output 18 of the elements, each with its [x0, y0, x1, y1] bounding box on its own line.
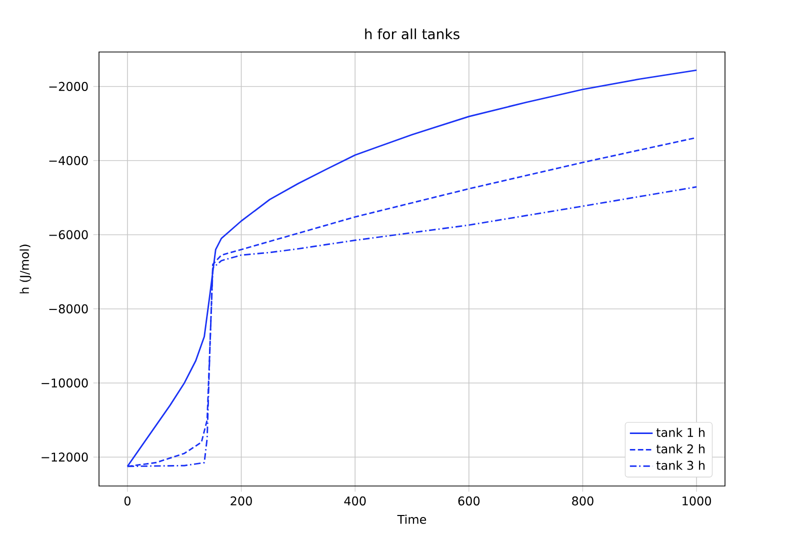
x-tick-label: 600: [458, 496, 480, 506]
y-tick-label: −8000: [49, 304, 88, 314]
legend-label: tank 3 h: [656, 460, 705, 470]
y-tick-label: −10000: [42, 378, 88, 388]
x-tick-label: 0: [124, 496, 130, 506]
y-axis-title: h (J/mol): [20, 244, 32, 294]
y-tick-label: −2000: [49, 82, 88, 92]
x-axis-title: Time: [397, 514, 426, 524]
y-tick-label: −4000: [49, 156, 88, 166]
x-tick-label: 400: [344, 496, 366, 506]
y-tick-label: −12000: [42, 452, 88, 462]
legend-label: tank 2 h: [656, 444, 705, 454]
legend-label: tank 1 h: [656, 428, 705, 437]
x-tick-label: 800: [572, 496, 594, 506]
y-tick-label: −6000: [49, 230, 88, 240]
x-tick-label: 1000: [682, 496, 712, 506]
chart-title: h for all tanks: [365, 28, 460, 40]
x-tick-label: 200: [230, 496, 252, 506]
